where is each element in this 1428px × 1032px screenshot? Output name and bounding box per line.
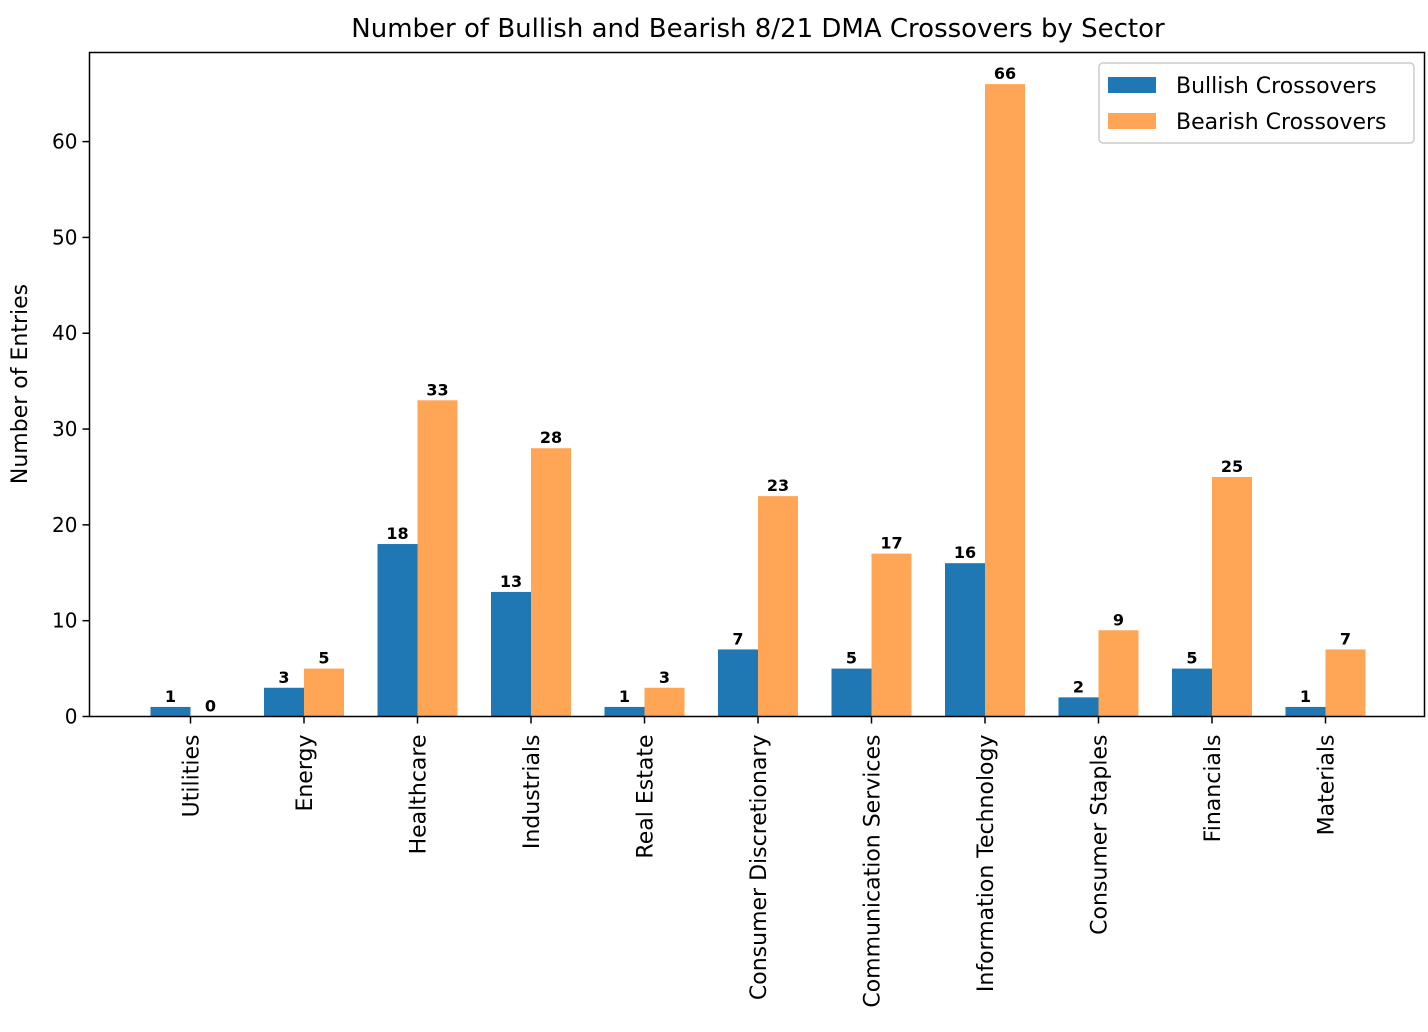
x-tick-label: Communication Services [861, 735, 886, 1008]
data-label-bearish: 33 [426, 380, 448, 399]
x-tick-label: Consumer Staples [1088, 735, 1113, 935]
data-label-bearish: 28 [540, 428, 562, 447]
data-label-bullish: 1 [619, 687, 630, 706]
bar-bearish [531, 448, 571, 717]
bar-bullish [150, 706, 191, 717]
bar-bullish [945, 563, 985, 717]
bar-bearish [644, 687, 685, 717]
data-label-bullish: 13 [500, 572, 522, 591]
y-tick-label: 40 [52, 321, 77, 345]
data-label-bearish: 5 [318, 649, 329, 668]
y-tick-label: 10 [52, 609, 77, 633]
bar-bearish [304, 668, 344, 717]
x-tick-label: Energy [293, 735, 318, 812]
data-label-bearish: 0 [205, 697, 216, 716]
bar-bullish [831, 668, 872, 717]
legend-label-bullish: Bullish Crossovers [1176, 74, 1377, 99]
data-label-bearish: 17 [880, 534, 902, 553]
bar-bullish [718, 649, 758, 717]
bar-bullish [1172, 668, 1212, 717]
data-label-bullish: 1 [165, 687, 176, 706]
bar-bullish [491, 591, 531, 717]
data-label-bearish: 23 [767, 476, 789, 495]
plot-frame [88, 51, 1426, 718]
y-tick-label: 0 [65, 705, 78, 729]
y-axis-ticks: 0 10 20 30 40 50 60 [52, 130, 90, 729]
x-axis-ticks: Utilities Energy Healthcare Industrials Real… [180, 716, 1340, 1008]
data-label-bullish: 1 [1300, 687, 1311, 706]
data-label-bullish: 5 [1186, 649, 1197, 668]
data-label-bearish: 25 [1221, 457, 1243, 476]
data-label-bullish: 7 [732, 629, 743, 648]
bar-bullish [264, 687, 304, 717]
data-label-bullish: 2 [1073, 677, 1084, 696]
y-tick-label: 30 [52, 417, 77, 441]
bar-bearish [1212, 476, 1252, 717]
data-label-bullish: 5 [846, 649, 857, 668]
legend-label-bearish: Bearish Crossovers [1176, 110, 1387, 135]
data-label-bullish: 18 [386, 524, 408, 543]
data-label-bullish: 3 [278, 668, 289, 687]
y-tick-label: 60 [52, 130, 77, 154]
x-tick-label: Industrials [520, 735, 545, 850]
legend: Bullish Crossovers Bearish Crossovers [1098, 62, 1415, 144]
legend-box [1098, 62, 1415, 144]
x-tick-label: Healthcare [407, 735, 432, 855]
bar-bearish [985, 84, 1025, 717]
bar-bearish [871, 553, 912, 717]
legend-swatch-bullish [1108, 77, 1156, 93]
bar-bullish [1058, 697, 1099, 717]
y-axis-label: Number of Entries [8, 284, 33, 484]
y-tick-label: 50 [52, 225, 77, 249]
data-label-bullish: 16 [954, 543, 976, 562]
data-label-bearish: 7 [1340, 629, 1351, 648]
x-tick-label: Utilities [180, 735, 205, 818]
bar-bullish [377, 544, 418, 717]
bar-bearish [1325, 649, 1366, 717]
legend-swatch-bearish [1108, 113, 1156, 129]
chart-title: Number of Bullish and Bearish 8/21 DMA C… [351, 14, 1165, 44]
bar-bearish [758, 496, 798, 717]
bar-bearish [417, 400, 458, 717]
x-tick-label: Information Technology [974, 735, 999, 993]
bar-bearish [1098, 630, 1139, 717]
y-tick-label: 20 [52, 513, 77, 537]
data-label-bearish: 66 [994, 64, 1016, 83]
x-tick-label: Materials [1315, 735, 1340, 836]
x-tick-label: Financials [1201, 735, 1226, 843]
bar-bullish [604, 706, 645, 717]
x-tick-label: Consumer Discretionary [747, 735, 772, 1001]
data-label-bearish: 3 [659, 668, 670, 687]
data-label-bearish: 9 [1113, 610, 1124, 629]
x-tick-label: Real Estate [634, 735, 659, 859]
bar-bullish [1285, 706, 1326, 717]
